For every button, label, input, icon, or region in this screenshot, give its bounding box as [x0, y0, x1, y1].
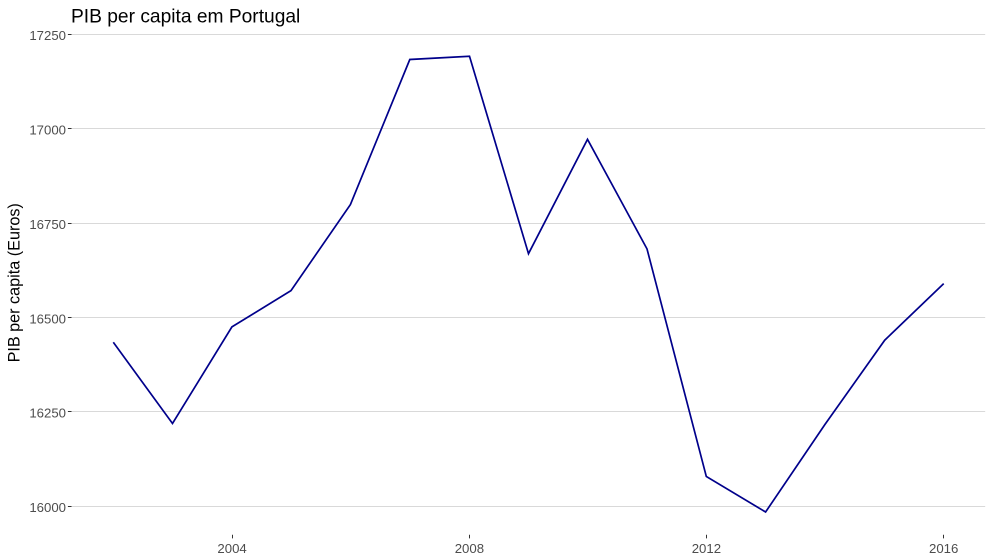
svg-text:2012: 2012: [692, 541, 721, 556]
svg-text:17000: 17000: [29, 123, 66, 138]
svg-text:PIB per capita (Euros): PIB per capita (Euros): [6, 203, 24, 362]
svg-text:16000: 16000: [29, 500, 66, 515]
svg-text:PIB per capita em Portugal: PIB per capita em Portugal: [71, 7, 300, 28]
svg-text:17250: 17250: [29, 28, 66, 43]
svg-text:2016: 2016: [929, 541, 958, 556]
svg-text:2008: 2008: [455, 541, 484, 556]
svg-text:2004: 2004: [217, 541, 246, 556]
svg-text:16250: 16250: [29, 406, 66, 421]
svg-text:16750: 16750: [29, 217, 66, 232]
svg-text:16500: 16500: [29, 311, 66, 326]
